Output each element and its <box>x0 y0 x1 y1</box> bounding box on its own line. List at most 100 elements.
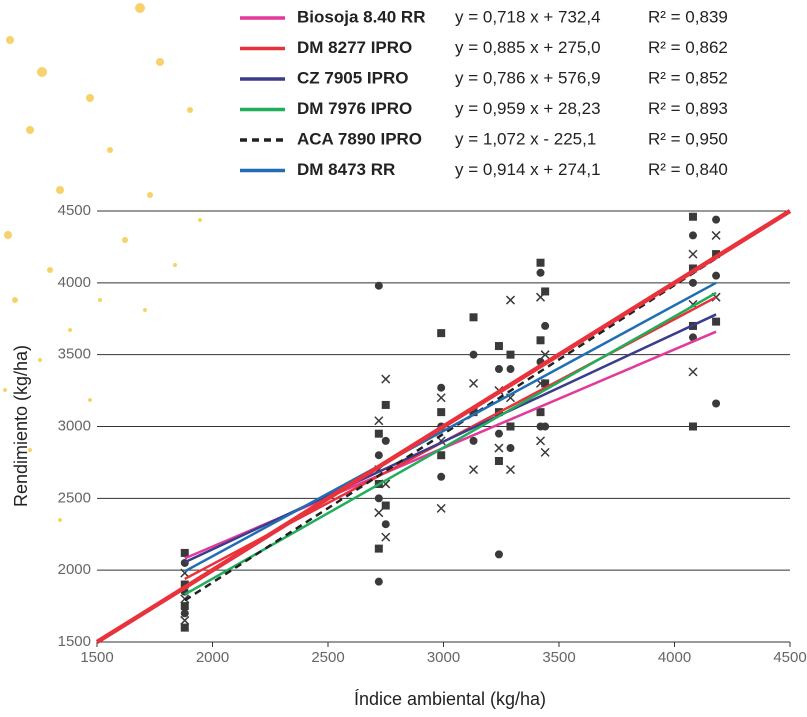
point <box>437 451 446 460</box>
point <box>536 258 545 267</box>
x-tick-label: 3500 <box>542 649 575 666</box>
point <box>688 264 697 273</box>
x-tick-label: 4500 <box>773 649 806 666</box>
point <box>437 383 446 392</box>
point <box>494 365 503 374</box>
legend-r2: R² = 0,840 <box>648 160 728 179</box>
point <box>688 212 697 221</box>
x-tick-label: 1500 <box>80 649 113 666</box>
point <box>374 281 383 290</box>
point <box>541 321 550 330</box>
point <box>494 456 503 465</box>
point <box>180 548 189 557</box>
x-tick-label: 2500 <box>311 649 344 666</box>
point <box>541 287 550 296</box>
point <box>711 230 721 240</box>
point <box>712 215 721 224</box>
y-tick-label: 3500 <box>58 346 91 363</box>
point <box>506 365 515 374</box>
point <box>535 436 546 446</box>
x-axis-label: Índice ambiental (kg/ha) <box>354 689 546 709</box>
point <box>374 544 383 553</box>
point <box>374 494 383 503</box>
point <box>468 465 479 475</box>
point <box>494 550 503 559</box>
y-tick-label: 3000 <box>58 417 91 434</box>
legend-equation: y = 1,072 x - 225,1 <box>455 129 596 148</box>
reference-line <box>95 209 792 644</box>
point <box>437 329 446 338</box>
legend-label: DM 8473 RR <box>297 160 395 179</box>
point <box>180 615 190 625</box>
point <box>436 393 446 403</box>
point <box>494 429 503 438</box>
point <box>712 317 721 326</box>
y-tick-label: 4000 <box>58 274 91 291</box>
point <box>688 231 697 240</box>
point <box>381 436 390 445</box>
y-axis-label: Rendimiento (kg/ha) <box>11 345 31 507</box>
trend-line <box>184 291 717 596</box>
point <box>688 367 698 377</box>
point <box>688 278 697 287</box>
point <box>505 295 516 305</box>
point <box>712 271 721 280</box>
decoration-dots <box>3 3 202 522</box>
legend-r2: R² = 0,852 <box>648 68 728 87</box>
point <box>712 399 721 408</box>
legend-label: Biosoja 8.40 RR <box>297 7 426 26</box>
point <box>469 436 478 445</box>
point <box>374 451 383 460</box>
point <box>437 408 446 417</box>
point <box>688 422 697 431</box>
legend-label: ACA 7890 IPRO <box>297 129 422 148</box>
point <box>180 580 189 589</box>
y-tick-label: 1500 <box>58 633 91 650</box>
point <box>436 503 446 513</box>
point <box>712 250 721 259</box>
legend-r2: R² = 0,862 <box>648 38 728 57</box>
point <box>506 422 515 431</box>
point <box>374 416 384 426</box>
legend-equation: y = 0,786 x + 576,9 <box>455 68 601 87</box>
legend-equation: y = 0,959 x + 28,23 <box>455 99 601 118</box>
legend-equation: y = 0,718 x + 732,4 <box>455 7 601 26</box>
legend-label: DM 8277 IPRO <box>297 38 412 57</box>
trend-line <box>184 257 717 602</box>
point <box>437 472 446 481</box>
legend-r2: R² = 0,950 <box>648 129 728 148</box>
point <box>374 508 384 518</box>
point <box>381 400 390 409</box>
legend-label: CZ 7905 IPRO <box>297 68 409 87</box>
point <box>505 465 516 475</box>
legend-r2: R² = 0,839 <box>648 7 728 26</box>
point <box>494 342 503 351</box>
point <box>541 422 550 431</box>
point <box>381 532 391 542</box>
point <box>374 429 383 438</box>
legend-label: DM 7976 IPRO <box>297 99 412 118</box>
y-tick-label: 4500 <box>58 202 91 219</box>
point <box>536 336 545 345</box>
trend-line <box>184 281 717 573</box>
point <box>180 602 189 611</box>
point <box>469 408 478 417</box>
point <box>541 379 550 388</box>
point <box>468 378 479 388</box>
point <box>536 408 545 417</box>
x-tick-label: 4000 <box>658 649 691 666</box>
legend-equation: y = 0,914 x + 274,1 <box>455 160 601 179</box>
point <box>381 374 391 384</box>
point <box>506 444 515 453</box>
point <box>180 609 189 618</box>
point <box>536 268 545 277</box>
point <box>469 313 478 322</box>
trend-line <box>184 313 717 564</box>
point <box>506 350 515 359</box>
point <box>374 577 383 586</box>
y-tick-label: 2500 <box>58 489 91 506</box>
point <box>494 443 504 453</box>
point <box>180 623 189 632</box>
legend-equation: y = 0,885 x + 275,0 <box>455 38 601 57</box>
